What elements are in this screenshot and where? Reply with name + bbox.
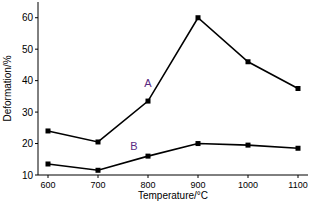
y-tick xyxy=(35,175,38,176)
x-tick xyxy=(298,175,299,178)
x-tick xyxy=(98,175,99,178)
series-label: A xyxy=(144,77,152,89)
point-marker xyxy=(246,143,251,148)
series-label: B xyxy=(130,140,137,152)
point-marker xyxy=(46,161,51,166)
x-tick-label: 1100 xyxy=(288,180,307,190)
chart-svg: 10 20 30 40 50 60 600 700 800 900 1000 1100 Temperat… xyxy=(0,0,310,202)
y-tick xyxy=(35,112,38,113)
series-line xyxy=(48,144,298,171)
x-tick-label: 700 xyxy=(90,180,105,190)
point-marker xyxy=(296,86,301,91)
x-axis-label: Temperature/°C xyxy=(138,190,208,201)
x-axis xyxy=(38,175,308,176)
y-tick xyxy=(35,49,38,50)
y-tick-label: 60 xyxy=(22,12,34,23)
point-marker xyxy=(146,154,151,159)
x-tick-label: 900 xyxy=(190,180,205,190)
y-tick xyxy=(35,143,38,144)
x-tick xyxy=(148,175,149,178)
series-line xyxy=(48,18,298,142)
plot-area xyxy=(46,15,301,173)
point-marker xyxy=(96,139,101,144)
x-tick-label: 1000 xyxy=(238,180,258,190)
point-marker xyxy=(296,146,301,151)
y-tick xyxy=(35,80,38,81)
y-tick-label: 20 xyxy=(22,138,34,149)
point-marker xyxy=(196,141,201,146)
y-tick-label: 50 xyxy=(22,44,34,55)
x-tick xyxy=(248,175,249,178)
point-marker xyxy=(96,168,101,173)
point-marker xyxy=(196,15,201,20)
point-marker xyxy=(246,59,251,64)
point-marker xyxy=(146,99,151,104)
y-tick-label: 40 xyxy=(22,75,34,86)
y-tick-label: 10 xyxy=(22,170,34,181)
x-tick xyxy=(198,175,199,178)
y-tick xyxy=(35,17,38,18)
x-tick-label: 600 xyxy=(40,180,55,190)
y-tick-label: 30 xyxy=(22,107,34,118)
x-tick xyxy=(48,175,49,178)
x-tick-label: 800 xyxy=(140,180,155,190)
chart-root: 10 20 30 40 50 60 600 700 800 900 1000 1100 Temperat… xyxy=(0,0,310,202)
point-marker xyxy=(46,128,51,133)
y-axis-label: Deformation/% xyxy=(2,55,13,121)
y-axis xyxy=(38,2,39,175)
